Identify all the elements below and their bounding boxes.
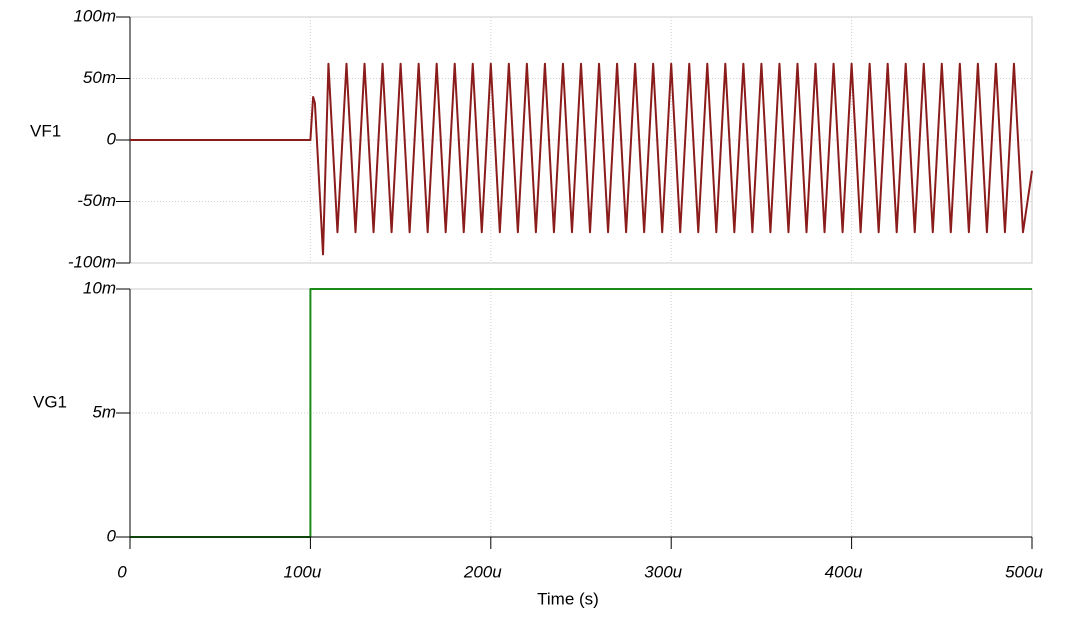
y-tick-label: 0 <box>107 129 117 148</box>
x-tick-label: 100u <box>283 562 321 581</box>
x-tick-label: 0 <box>117 562 127 581</box>
line-series <box>130 62 1033 256</box>
y-tick-label: -100m <box>68 252 116 271</box>
x-axis-label: Time (s) <box>537 589 599 608</box>
y-tick-label: 10m <box>83 278 116 297</box>
y-tick-label: 50m <box>83 68 116 87</box>
x-tick-label: 500u <box>1005 562 1043 581</box>
y-tick-label: -50m <box>77 191 116 210</box>
series-label: VG1 <box>33 392 67 411</box>
x-tick-label: 400u <box>825 562 863 581</box>
y-tick-label: 0 <box>107 526 117 545</box>
series-label: VF1 <box>30 121 61 140</box>
y-tick-label: 100m <box>73 6 116 25</box>
x-tick-label: 300u <box>644 562 682 581</box>
x-tick-label: 200u <box>463 562 502 581</box>
y-tick-label: 5m <box>92 402 116 421</box>
